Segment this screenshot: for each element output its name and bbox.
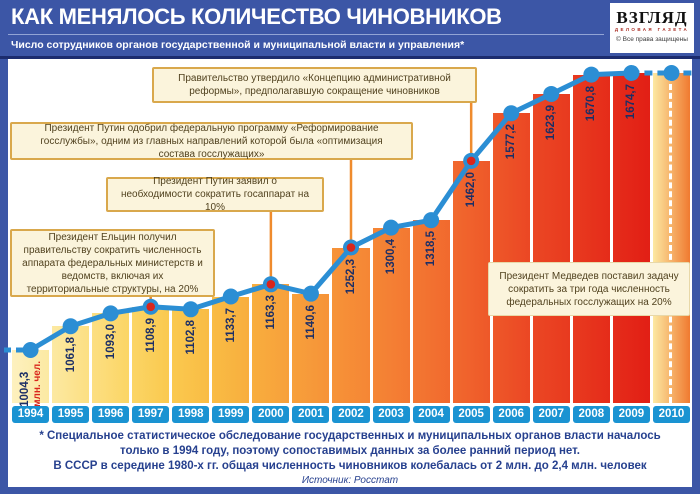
value-label-wrap: 1004,3 млн. чел. <box>12 361 49 407</box>
chart-column-2010 <box>652 72 690 403</box>
value-label-2006: 1577,2 <box>505 124 518 160</box>
footnote-statistics: * Специальное статистическое обследовани… <box>39 430 661 458</box>
value-label-2002: 1252,3 <box>344 258 357 294</box>
value-label-1999: 1133,7 <box>224 307 237 343</box>
value-label-wrap: 1252,3 <box>332 259 369 294</box>
value-label-1996: 1093,0 <box>104 324 117 360</box>
year-label-2006: 2006 <box>492 406 530 423</box>
logo-name: ВЗГЛЯД <box>616 8 688 27</box>
chart-column-2003: 1300,4 <box>372 227 410 403</box>
year-label-2007: 2007 <box>532 406 570 423</box>
unit-label: млн. чел. <box>31 361 43 407</box>
year-label-2009: 2009 <box>612 406 650 423</box>
annotation-putin-10-percent: Президент Путин заявил о необходимости с… <box>106 176 324 213</box>
value-label-2003: 1300,4 <box>385 238 398 274</box>
chart-column-2009: 1674,7 <box>612 72 650 403</box>
annotation-concept-reform: Правительство утвердило «Концепцию админ… <box>152 67 477 103</box>
year-label-1998: 1998 <box>172 406 210 423</box>
chart-column-2001: 1140,6 <box>292 293 330 403</box>
value-label-wrap: 1102,8 <box>172 320 209 355</box>
source-label: Источник: Росстат <box>301 475 399 486</box>
value-label-wrap: 1108,9 <box>132 318 169 353</box>
value-label-2005: 1462,0 <box>465 171 478 208</box>
logo-tagline: ДЕЛОВАЯ ГАЗЕТА <box>614 27 690 32</box>
vzglyad-logo: ВЗГЛЯД ДЕЛОВАЯ ГАЗЕТА © Все права защище… <box>610 3 694 53</box>
chart-column-2002: 1252,3 <box>332 247 370 403</box>
value-label-wrap: 1140,6 <box>292 305 329 340</box>
value-label-wrap: 1674,7 <box>613 84 650 119</box>
chart-column-2007: 1623,9 <box>532 93 570 403</box>
value-label-wrap: 1462,0 <box>453 172 490 207</box>
value-label-wrap: 1163,3 <box>252 295 289 330</box>
value-label-2007: 1623,9 <box>545 104 558 141</box>
value-label-1997: 1108,9 <box>144 317 157 353</box>
chart-column-2000: 1163,3 <box>252 284 290 403</box>
year-label-1999: 1999 <box>212 406 250 423</box>
title-divider <box>8 34 604 35</box>
year-label-2005: 2005 <box>452 406 490 423</box>
logo-copyright: © Все права защищены <box>616 36 688 43</box>
year-label-2008: 2008 <box>572 406 610 423</box>
chart-column-1994: 1004,3 млн. чел. <box>12 350 50 407</box>
chart-column-1997: 1108,9 <box>132 306 170 403</box>
chart-column-1999: 1133,7 <box>212 296 250 403</box>
value-label-2000: 1163,3 <box>264 295 277 330</box>
footnote-ussr: В СССР в середине 1980-х гг. общая числе… <box>53 460 647 472</box>
chart-column-1996: 1093,0 <box>92 313 130 403</box>
year-label-1995: 1995 <box>52 406 90 423</box>
projection-divider <box>669 74 673 403</box>
annotation-yeltsin-20-percent: Президент Ельцин получил правительству с… <box>10 229 215 297</box>
chart-column-2004: 1318,5 <box>412 220 450 403</box>
chart-column-2005: 1462,0 <box>452 160 490 403</box>
value-label-wrap: 1093,0 <box>92 324 129 359</box>
value-label-wrap: 1318,5 <box>413 231 450 266</box>
value-label-2008: 1670,8 <box>585 85 598 121</box>
year-label-2004: 2004 <box>412 406 450 423</box>
chart-column-1995: 1061,8 <box>52 326 90 403</box>
value-label-2004: 1318,5 <box>425 231 438 267</box>
value-label-wrap: 1577,2 <box>493 124 530 159</box>
value-label-wrap: 1133,7 <box>212 308 249 343</box>
year-label-1997: 1997 <box>132 406 170 423</box>
value-label-1994: 1004,3 <box>18 371 31 407</box>
year-label-1996: 1996 <box>92 406 130 423</box>
value-label-2001: 1140,6 <box>304 304 317 340</box>
page-title: КАК МЕНЯЛОСЬ КОЛИЧЕСТВО ЧИНОВНИКОВ <box>11 4 502 29</box>
value-label-wrap: 1061,8 <box>52 337 89 372</box>
value-label-wrap: 1623,9 <box>533 105 570 140</box>
value-label-1998: 1102,8 <box>184 320 197 355</box>
year-label-2001: 2001 <box>292 406 330 423</box>
year-label-1994: 1994 <box>12 406 50 423</box>
year-label-2002: 2002 <box>332 406 370 423</box>
value-label-wrap: 1670,8 <box>573 86 610 121</box>
header-divider <box>0 56 700 59</box>
chart-column-1998: 1102,8 <box>172 309 210 403</box>
value-label-wrap: 1300,4 <box>373 239 410 274</box>
chart-column-2006: 1577,2 <box>492 113 530 403</box>
value-label-2009: 1674,7 <box>625 83 638 120</box>
chart-column-2008: 1670,8 <box>572 74 610 403</box>
value-label-1995: 1061,8 <box>64 337 77 373</box>
header: КАК МЕНЯЛОСЬ КОЛИЧЕСТВО ЧИНОВНИКОВ Число… <box>0 0 700 59</box>
annotation-medvedev-task: Президент Медведев поставил задачу сокра… <box>488 262 690 316</box>
year-label-2003: 2003 <box>372 406 410 423</box>
annotation-putin-program: Президент Путин одобрил федеральную прог… <box>10 122 413 160</box>
year-label-2010: 2010 <box>652 406 690 423</box>
year-label-2000: 2000 <box>252 406 290 423</box>
page-subtitle: Число сотрудников органов государственно… <box>11 39 465 51</box>
